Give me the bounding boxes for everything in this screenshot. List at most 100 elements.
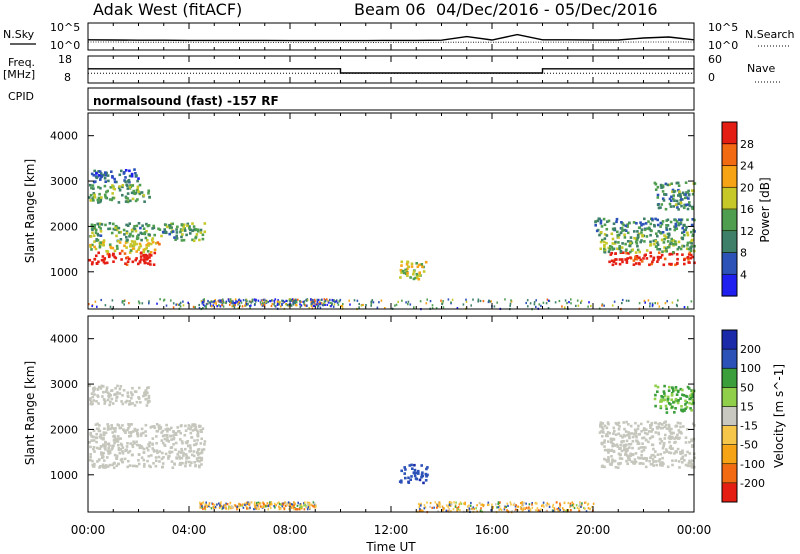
echo-cell <box>614 262 618 265</box>
echo-cell <box>180 223 184 227</box>
echo-cell <box>161 441 165 445</box>
echo-cell <box>175 456 178 459</box>
echo-cell <box>222 506 224 509</box>
echo-cell <box>238 301 240 304</box>
echo-cell <box>656 260 659 263</box>
echo-cell <box>686 247 689 250</box>
echo-cell <box>299 305 302 309</box>
echo-cell <box>587 507 590 510</box>
echo-cell <box>650 435 654 439</box>
echo-cell <box>415 272 419 276</box>
echo-cell <box>312 304 315 307</box>
echo-cell <box>548 503 550 506</box>
echo-cell <box>128 251 132 254</box>
echo-cell <box>130 240 134 243</box>
echo-cell <box>116 423 120 426</box>
echo-cell <box>181 233 184 236</box>
echo-cell <box>299 505 302 508</box>
echo-cell <box>97 170 100 173</box>
echo-cell <box>196 459 199 463</box>
echo-cell <box>312 501 315 504</box>
echo-cell <box>533 303 536 306</box>
echo-cell <box>665 427 669 430</box>
echo-cell <box>450 509 452 513</box>
echo-cell <box>479 299 482 303</box>
echo-cell <box>274 506 276 509</box>
echo-cell <box>657 251 661 255</box>
echo-cell <box>610 455 613 458</box>
echo-cell <box>670 427 673 431</box>
echo-cell <box>425 302 428 305</box>
echo-cell <box>117 462 120 466</box>
echo-cell <box>172 437 176 440</box>
echo-cell <box>607 219 611 223</box>
echo-cell <box>254 506 256 509</box>
echo-cell <box>118 188 122 192</box>
echo-cell <box>619 461 622 465</box>
echo-cell <box>93 240 96 243</box>
echo-cell <box>197 464 201 468</box>
echo-cell <box>650 454 653 457</box>
echo-cell <box>245 505 247 508</box>
echo-cell <box>170 438 173 441</box>
echo-cell <box>656 247 659 251</box>
echo-cell <box>108 444 111 447</box>
echo-cell <box>649 254 653 258</box>
echo-cell <box>457 506 460 509</box>
echo-cell <box>629 256 632 259</box>
echo-cell <box>163 434 167 437</box>
echo-cell <box>654 182 658 186</box>
echo-cell <box>620 246 624 249</box>
echo-cell <box>281 299 283 302</box>
echo-cell <box>587 502 590 505</box>
echo-cell <box>127 459 130 463</box>
echo-cell <box>623 228 627 232</box>
echo-cell <box>624 258 627 261</box>
echo-cell <box>597 217 601 220</box>
echo-cell <box>163 437 167 441</box>
echo-cell <box>525 506 528 509</box>
echo-cell <box>667 423 671 427</box>
echo-cell <box>625 447 628 451</box>
echo-cell <box>176 225 179 229</box>
echo-cell <box>658 441 662 445</box>
echo-cell <box>627 431 630 434</box>
echo-cell <box>238 298 241 301</box>
echo-cell <box>135 429 138 433</box>
echo-cell <box>114 427 117 430</box>
echo-cell <box>92 234 96 237</box>
echo-cell <box>634 262 638 265</box>
echo-cell <box>161 465 164 469</box>
echo-cell <box>659 225 662 228</box>
echo-cell <box>686 244 689 247</box>
echo-cell <box>662 199 666 202</box>
echo-cell <box>656 390 659 393</box>
colorbar-segment <box>722 349 737 369</box>
echo-cell <box>152 226 156 230</box>
echo-cell <box>294 507 296 510</box>
echo-cell <box>306 501 309 504</box>
echo-cell <box>613 429 616 433</box>
echo-cell <box>195 457 199 460</box>
echo-cell <box>666 246 670 249</box>
echo-cell <box>499 501 501 504</box>
echo-cell <box>483 504 485 507</box>
echo-cell <box>91 395 95 399</box>
echo-cell <box>682 394 686 397</box>
echo-cell <box>232 300 234 303</box>
echo-cell <box>522 502 525 505</box>
echo-cell <box>236 505 239 508</box>
echo-cell <box>136 434 140 438</box>
echo-cell <box>497 502 499 506</box>
echo-cell <box>661 446 665 450</box>
echo-cell <box>255 501 258 505</box>
echo-cell <box>677 246 681 249</box>
echo-cell <box>267 300 269 304</box>
echo-cell <box>128 424 131 428</box>
echo-cell <box>665 247 668 250</box>
echo-cell <box>121 446 125 450</box>
echo-cell <box>144 423 148 427</box>
echo-cell <box>291 506 293 509</box>
echo-cell <box>129 244 132 248</box>
echo-cell <box>517 505 519 508</box>
